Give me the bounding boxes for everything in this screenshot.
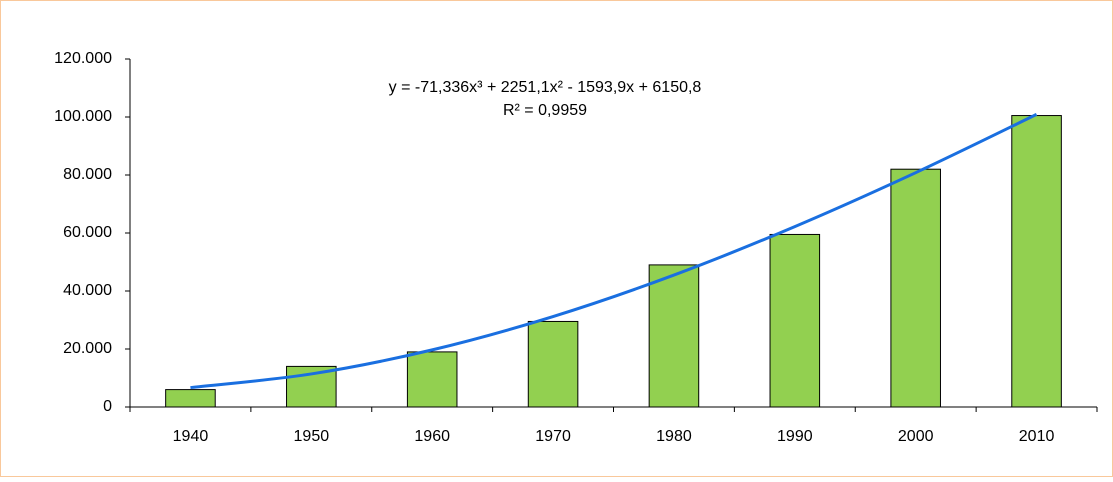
bar: [769, 233, 821, 408]
y-tick-label: 120.000: [54, 50, 112, 67]
y-tick-label: 0: [103, 398, 112, 415]
x-tick-label: 1950: [294, 428, 330, 445]
y-tick-label: 100.000: [54, 108, 112, 125]
bar: [1011, 115, 1062, 408]
bar: [648, 264, 700, 408]
bar: [890, 168, 941, 408]
x-tick-label: 1960: [414, 428, 450, 445]
bar: [406, 351, 458, 408]
x-tick-label: 1990: [777, 428, 813, 445]
trend-equation: y = -71,336x³ + 2251,1x² - 1593,9x + 615…: [389, 79, 702, 96]
bar: [527, 320, 579, 408]
y-tick-label: 80.000: [63, 166, 112, 183]
r-squared: R² = 0,9959: [503, 102, 587, 119]
x-tick-label: 1980: [656, 428, 692, 445]
x-tick-label: 2010: [1019, 428, 1055, 445]
x-tick-label: 2000: [898, 428, 934, 445]
trendline: [190, 113, 1038, 390]
x-tick-label: 1940: [173, 428, 209, 445]
bar: [165, 389, 216, 408]
y-tick-label: 40.000: [63, 282, 112, 299]
y-tick-label: 60.000: [63, 224, 112, 241]
x-tick-label: 1970: [535, 428, 571, 445]
y-tick-label: 20.000: [63, 340, 112, 357]
